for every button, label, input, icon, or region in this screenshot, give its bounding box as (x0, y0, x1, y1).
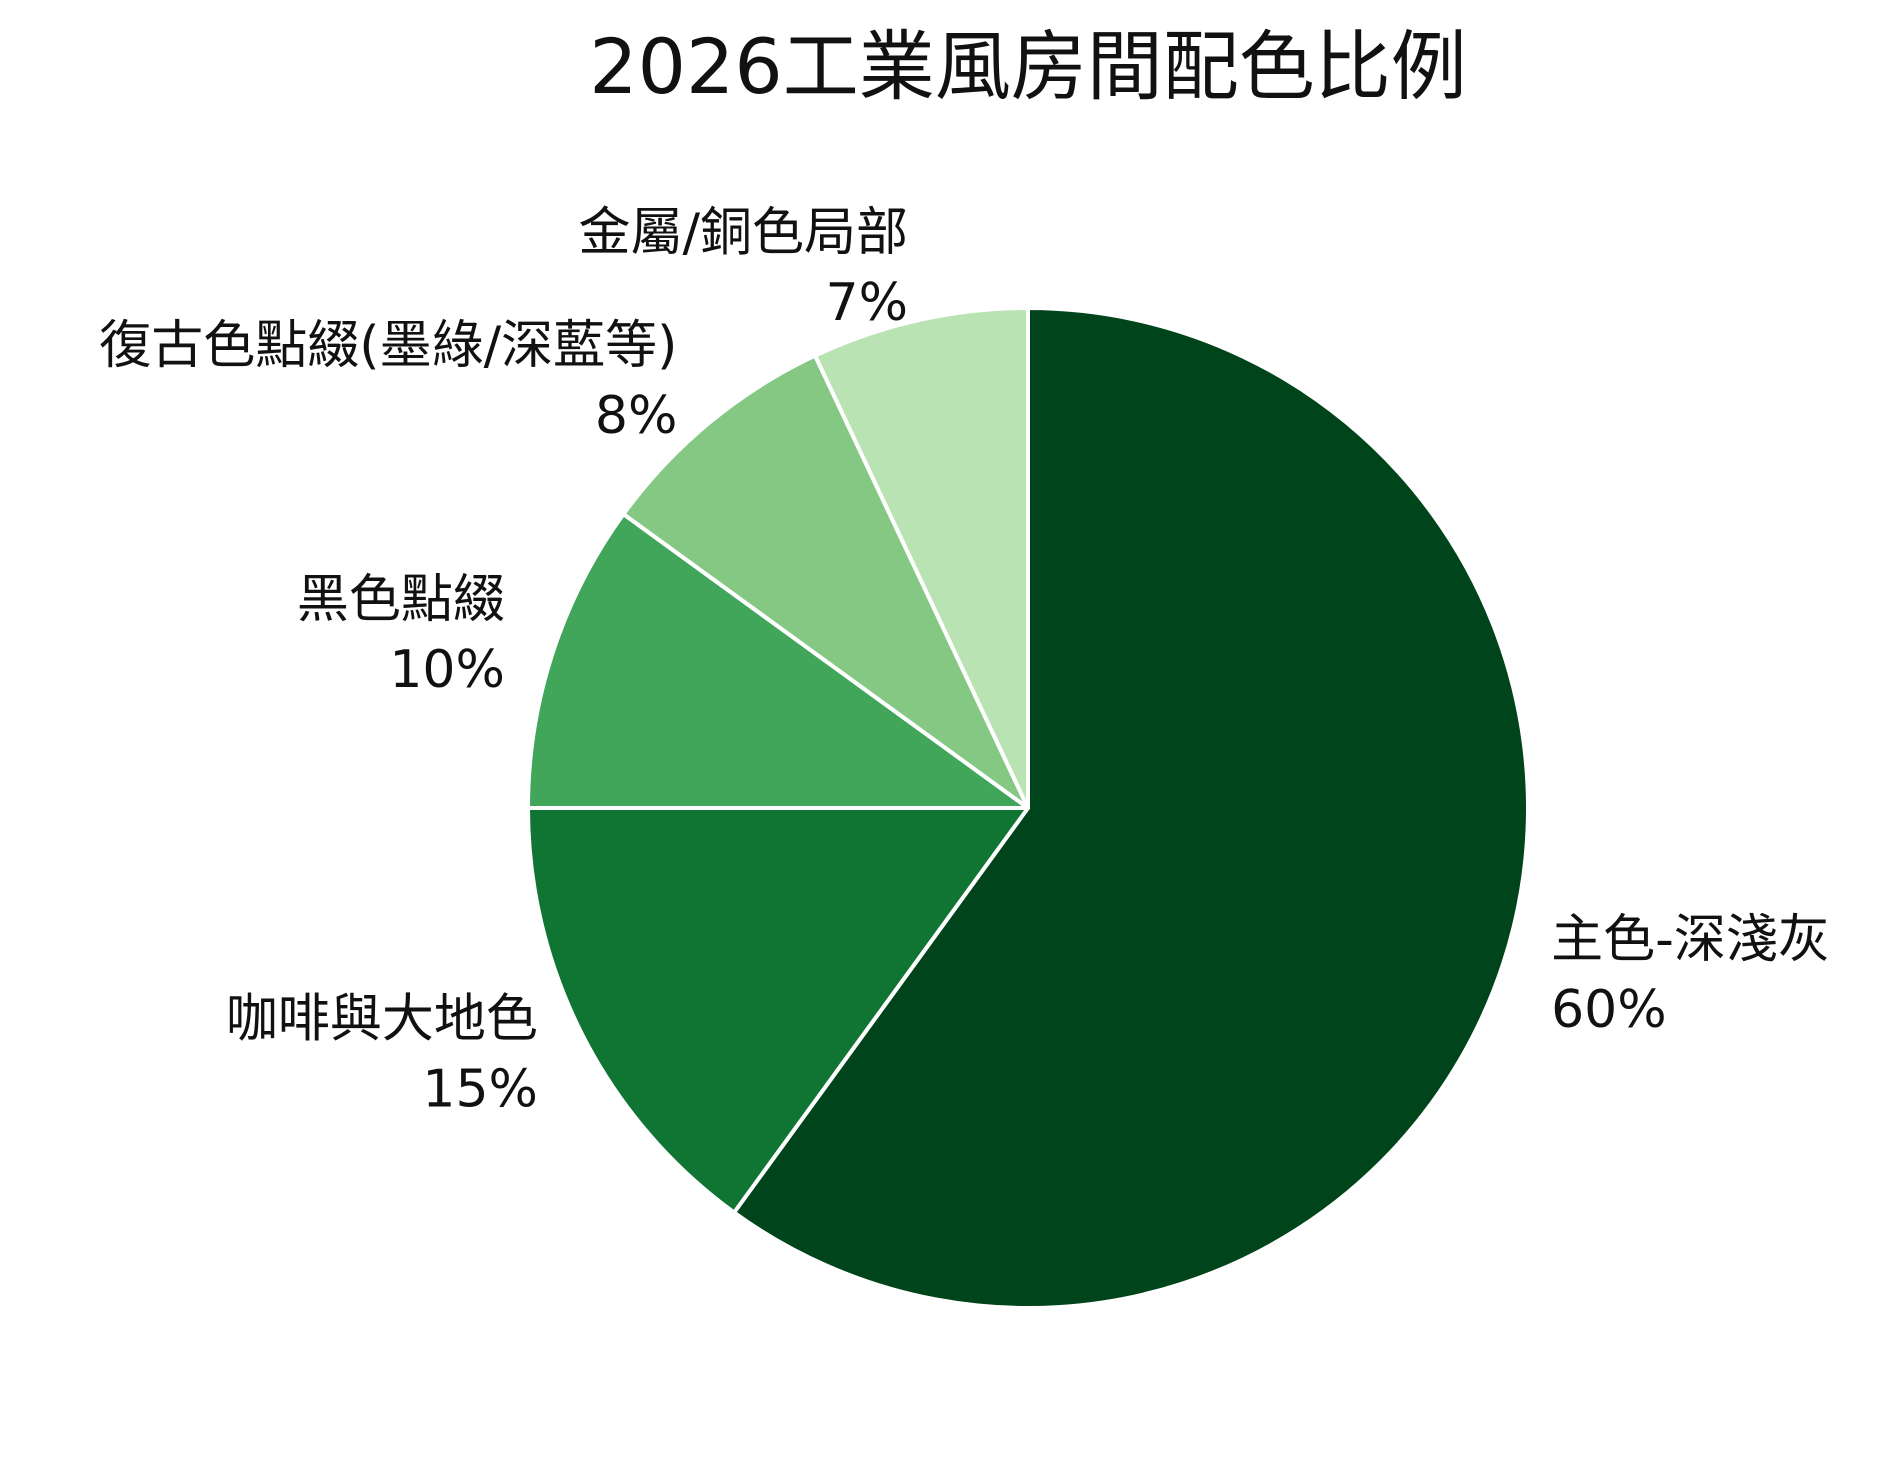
slice-value-label: 10% (389, 640, 505, 700)
slice-label: 主色-深淺灰 (1551, 910, 1830, 970)
pie-slice (621, 353, 1030, 810)
slice-label: 黑色點綴 (297, 570, 505, 630)
pie-slice (813, 306, 1030, 810)
slice-value-label: 60% (1551, 980, 1667, 1040)
pie-slice (526, 806, 1030, 1215)
slice-value-label: 7% (826, 273, 909, 333)
slice-value-label: 15% (422, 1060, 538, 1120)
slice-label: 金屬/銅色局部 (578, 203, 908, 263)
pie-slice (732, 306, 1530, 1310)
pie-slice (526, 512, 1030, 810)
slice-label: 咖啡與大地色 (226, 990, 538, 1050)
chart-title: 2026工業風房間配色比例 (589, 22, 1466, 111)
slice-value-label: 8% (595, 386, 678, 446)
slice-label: 復古色點綴(墨綠/深藍等) (99, 316, 677, 376)
